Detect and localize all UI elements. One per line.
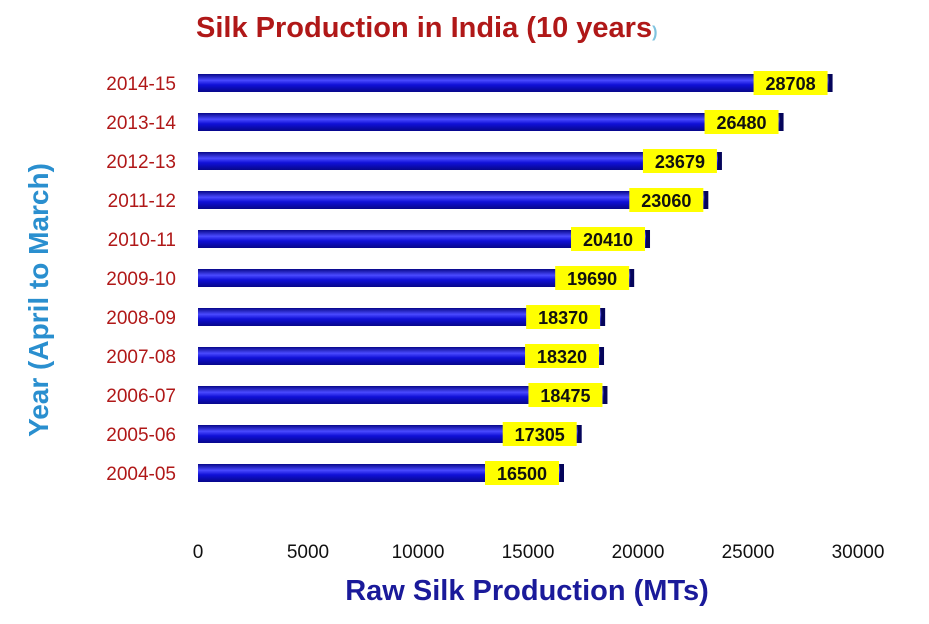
data-label: 18475 [540, 386, 590, 406]
data-label: 18370 [538, 308, 588, 328]
category-label: 2013-14 [106, 113, 176, 134]
data-label-box [526, 305, 601, 329]
bar-end-cap [603, 386, 608, 404]
category-label: 2006-07 [106, 386, 176, 407]
bar [198, 425, 579, 443]
data-label-box [704, 110, 779, 134]
category-label: 2011-12 [108, 191, 176, 212]
bar [198, 464, 561, 482]
data-label: 16500 [497, 464, 547, 484]
bar [198, 152, 719, 170]
data-label-box [753, 71, 828, 95]
data-label-box [555, 266, 630, 290]
bar [198, 386, 605, 404]
bars-group: 28708 26480 23679 23060 20410 19690 18370 18320… [198, 71, 833, 485]
data-label-box [485, 461, 559, 485]
x-tick-label: 20000 [612, 542, 665, 563]
x-tick-label: 0 [193, 542, 204, 563]
bar-end-cap [779, 113, 784, 131]
data-label-box [528, 383, 603, 407]
bar-end-cap [630, 269, 635, 287]
bar [198, 113, 781, 131]
category-label: 2008-09 [106, 308, 176, 329]
bar-end-cap [560, 464, 564, 482]
category-label: 2004-05 [106, 464, 176, 485]
bar [198, 230, 648, 248]
data-label: 20410 [583, 230, 633, 250]
chart-title-main: Silk Production in India (10 years [196, 12, 652, 44]
data-label: 23679 [655, 152, 705, 172]
data-label-box [525, 344, 600, 368]
data-label: 18320 [537, 347, 587, 367]
x-axis-label: Raw Silk Production (MTs) [345, 575, 709, 607]
y-axis-label: Year (April to March) [23, 163, 54, 437]
data-label: 23060 [641, 191, 691, 211]
data-label-box [502, 422, 577, 446]
data-label: 17305 [515, 425, 565, 445]
bar-end-cap [601, 308, 606, 326]
data-label: 28708 [766, 74, 816, 94]
bar [198, 308, 603, 326]
x-tick-label: 15000 [502, 542, 555, 563]
category-label: 2014-15 [106, 74, 176, 95]
x-tick-labels: 0 5000 10000 15000 20000 25000 30000 [193, 542, 885, 563]
category-label: 2012-13 [106, 152, 176, 173]
bar-end-cap [717, 152, 722, 170]
category-label: 2007-08 [106, 347, 176, 368]
category-labels: 2014-15 2013-14 2012-13 2011-12 2010-11 2009-… [106, 74, 176, 485]
chart-title: Silk Production in India (10 years) [196, 12, 657, 44]
data-label: 19690 [567, 269, 617, 289]
x-tick-label: 30000 [832, 542, 885, 563]
bar [198, 74, 830, 92]
data-label-box [571, 227, 646, 251]
data-label-box [629, 188, 704, 212]
bar-end-cap [828, 74, 833, 92]
category-label: 2009-10 [106, 269, 176, 290]
bar-end-cap [600, 347, 605, 365]
x-tick-label: 5000 [287, 542, 329, 563]
data-label-box [642, 149, 717, 173]
bar [198, 191, 706, 209]
x-tick-label: 25000 [722, 542, 775, 563]
category-label: 2010-11 [108, 230, 176, 251]
bar [198, 269, 632, 287]
bar-end-cap [577, 425, 582, 443]
chart-title-paren: ) [652, 24, 657, 41]
bar-end-cap [646, 230, 651, 248]
bar [198, 347, 602, 365]
x-tick-label: 10000 [392, 542, 445, 563]
category-label: 2005-06 [106, 425, 176, 446]
bar-end-cap [704, 191, 709, 209]
data-label: 26480 [717, 113, 767, 133]
